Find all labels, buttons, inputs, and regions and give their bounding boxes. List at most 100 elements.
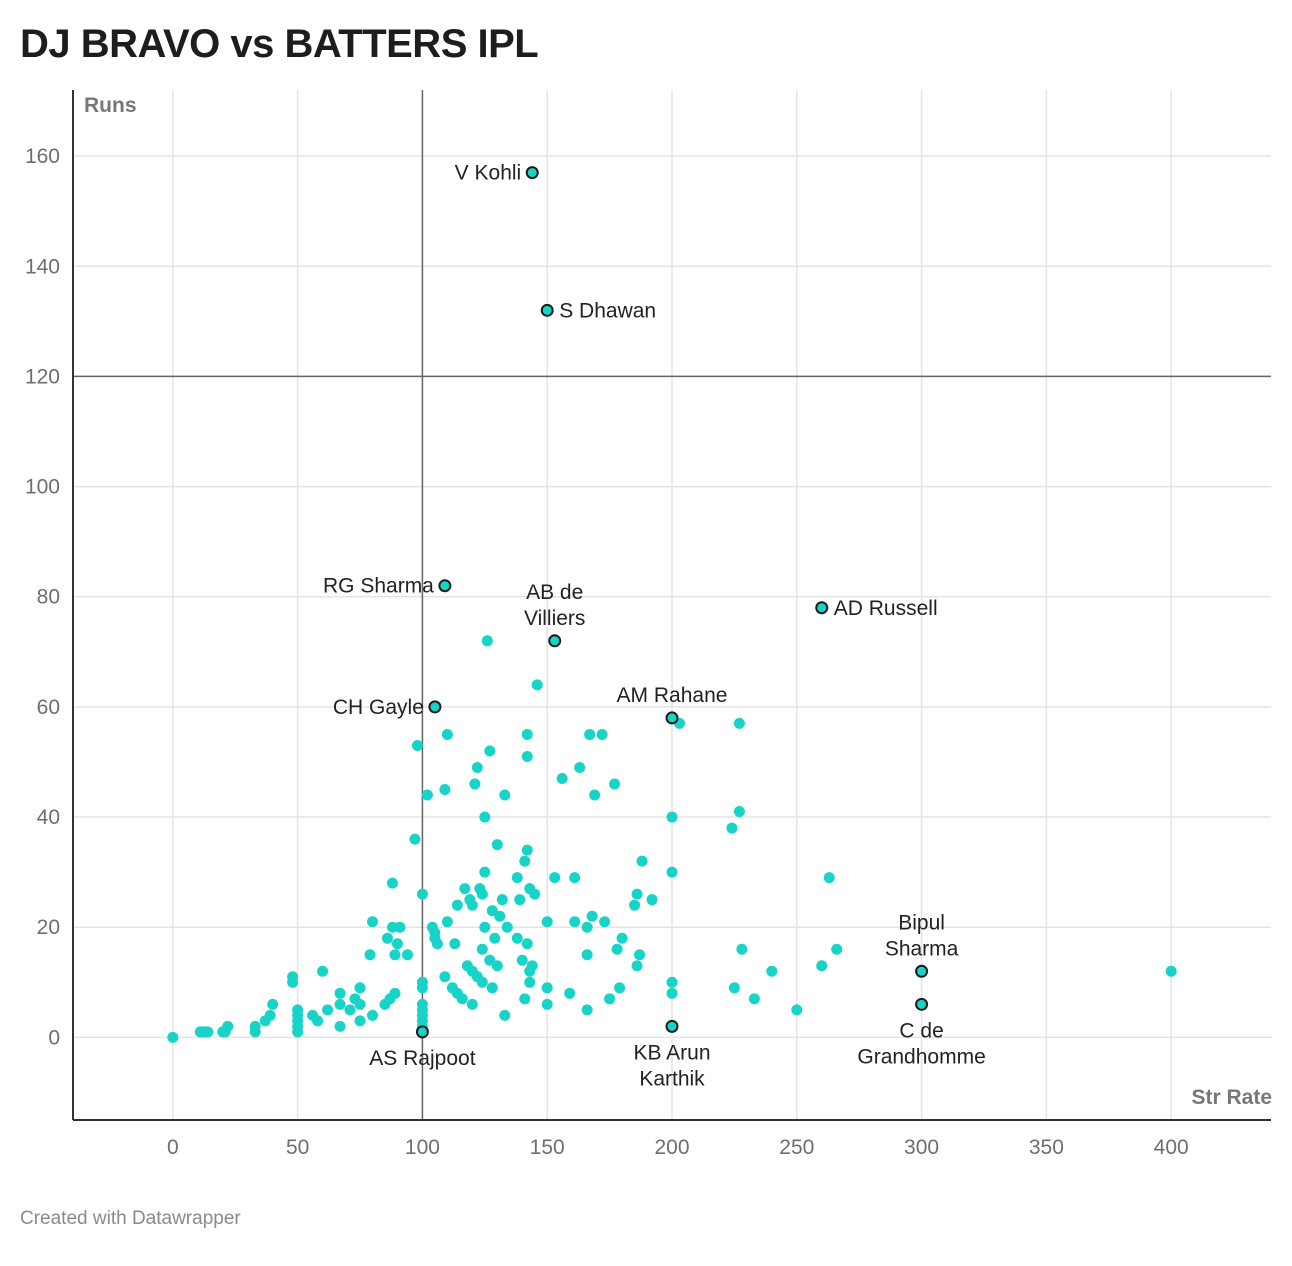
data-point [491,960,503,972]
data-point [531,679,543,691]
data-point [486,982,498,994]
data-point [521,750,533,762]
highlighted-point [815,601,829,615]
highlighted-point [915,964,929,978]
x-tick-label: 100 [405,1136,440,1159]
data-point [354,982,366,994]
data-point [728,982,740,994]
data-point [736,943,748,955]
data-point [354,998,366,1010]
data-point [367,1009,378,1021]
data-point [586,910,598,922]
data-point [666,866,678,878]
data-points [167,635,1177,1043]
data-point [354,1015,366,1027]
data-point [501,921,513,933]
data-point [511,872,523,884]
data-point [646,894,658,906]
point-label: AM Rahane [617,684,728,707]
data-point [431,938,443,950]
data-point [334,998,346,1010]
data-point [791,1004,803,1016]
data-point [389,987,401,999]
data-point [386,877,398,889]
data-point [202,1026,214,1038]
highlighted-point [540,303,554,317]
data-point [264,1009,276,1021]
data-point [526,960,538,972]
data-point [574,761,586,773]
data-point [469,778,481,790]
data-point [499,789,511,801]
data-point [581,921,593,933]
data-point [334,987,346,999]
data-point [831,943,843,955]
data-point [416,976,428,988]
highlighted-point [548,634,562,648]
data-point [466,899,478,911]
data-point [449,938,461,950]
x-tick-label: 300 [904,1136,939,1159]
data-point [312,1015,324,1027]
highlighted-point [665,711,679,725]
data-point [581,1004,593,1016]
data-point [616,932,628,944]
highlighted-point [428,700,442,714]
highlighted-point [415,1025,429,1039]
data-point [439,971,451,983]
data-point [249,1020,261,1032]
data-point [666,976,678,988]
data-point [521,938,533,950]
data-point [634,949,646,961]
data-point [748,993,760,1005]
data-point [604,993,616,1005]
y-tick-label: 0 [48,1026,60,1049]
data-point [409,833,421,845]
highlighted-point [525,166,539,180]
y-tick-label: 20 [37,916,60,939]
y-tick-label: 120 [25,365,60,388]
data-point [421,789,433,801]
data-point [726,822,738,834]
point-label: RG Sharma [323,575,434,598]
data-point [322,1004,334,1016]
data-point [222,1020,234,1032]
data-point [466,998,478,1010]
y-tick-label: 40 [37,806,60,829]
data-point [167,1031,179,1043]
y-tick-label: 100 [25,476,60,499]
chart-title: DJ BRAVO vs BATTERS IPL [20,22,539,66]
data-point [541,998,553,1010]
y-tick-label: 160 [25,145,60,168]
data-point [666,811,678,823]
axes: 0 50 100 150 200 250 300 350 400 0 20 40 60 80 100 120 1… [25,90,1272,1159]
data-point [367,916,378,928]
x-tick-label: 400 [1154,1136,1189,1159]
point-label: CH Gayle [333,696,424,719]
data-point [666,987,678,999]
footer-credit: Created with Datawrapper [20,1208,241,1229]
data-point [381,932,393,944]
data-point [456,993,468,1005]
data-point [334,1020,346,1032]
data-point [479,921,491,933]
data-point [411,739,423,751]
data-point [629,899,641,911]
x-tick-label: 50 [286,1136,309,1159]
data-point [636,855,648,867]
data-point [596,728,608,740]
data-point [581,949,593,961]
data-point [733,717,745,729]
highlighted-point [665,1019,679,1033]
data-point [514,894,526,906]
scatter-chart: 0 50 100 150 200 250 300 350 400 0 20 40 60 80 100 120 1… [25,90,1272,1159]
point-label: AS Rajpoot [369,1047,475,1070]
data-point [491,839,503,851]
data-point [364,949,376,961]
point-label: AB de Villiers [524,581,585,630]
data-point [267,998,279,1010]
point-label: V Kohli [455,162,522,185]
y-tick-label: 80 [37,586,60,609]
data-point [823,872,835,884]
data-point [451,899,463,911]
